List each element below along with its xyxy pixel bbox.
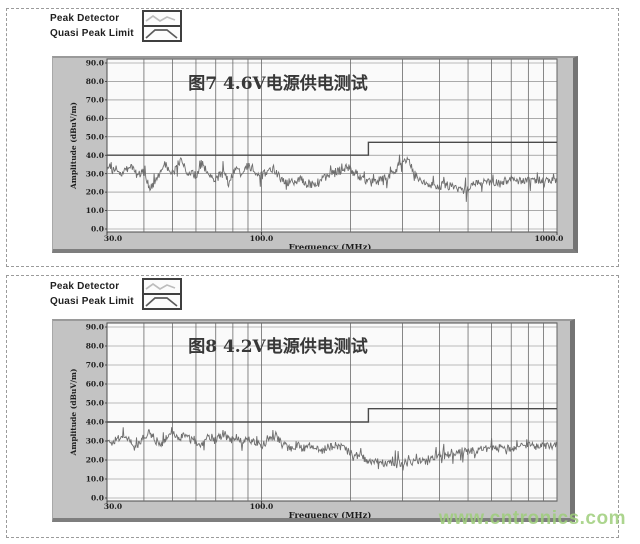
peak-detector-label-2: Peak Detector — [50, 281, 120, 292]
svg-text:图7 4.6V电源供电测试: 图7 4.6V电源供电测试 — [188, 73, 368, 94]
legend-row-quasi-peak-limit-2: Quasi Peak Limit — [50, 293, 182, 310]
legend-row-peak-detector: Peak Detector — [50, 10, 182, 27]
svg-text:30.0: 30.0 — [86, 169, 104, 178]
svg-text:80.0: 80.0 — [86, 77, 104, 86]
quasi-peak-limit-icon-2 — [142, 293, 182, 310]
peak-detector-label: Peak Detector — [50, 13, 120, 24]
svg-text:图8 4.2V电源供电测试: 图8 4.2V电源供电测试 — [188, 336, 368, 357]
svg-text:90.0: 90.0 — [86, 59, 104, 68]
svg-text:30.0: 30.0 — [86, 437, 104, 446]
svg-text:50.0: 50.0 — [86, 132, 104, 141]
watermark: www.cntronics.com — [438, 508, 626, 529]
svg-text:60.0: 60.0 — [86, 114, 104, 123]
emc-chart-figure7: 90.080.070.060.050.040.030.020.010.00.03… — [69, 58, 564, 249]
svg-text:0.0: 0.0 — [91, 225, 104, 234]
legend-row-peak-detector-2: Peak Detector — [50, 278, 182, 295]
svg-text:0.0: 0.0 — [91, 494, 104, 503]
svg-text:10.0: 10.0 — [86, 206, 104, 215]
svg-text:40.0: 40.0 — [86, 151, 104, 160]
section-figure8 — [6, 275, 619, 538]
svg-text:60.0: 60.0 — [86, 380, 104, 389]
svg-text:20.0: 20.0 — [86, 188, 104, 197]
svg-text:50.0: 50.0 — [86, 399, 104, 408]
quasi-peak-limit-label: Quasi Peak Limit — [50, 28, 134, 39]
svg-text:80.0: 80.0 — [86, 342, 104, 351]
svg-text:Amplitude (dBuV/m): Amplitude (dBuV/m) — [69, 369, 78, 457]
svg-text:40.0: 40.0 — [86, 418, 104, 427]
quasi-peak-limit-icon — [142, 25, 182, 42]
svg-text:90.0: 90.0 — [86, 323, 104, 332]
svg-text:100.0: 100.0 — [250, 502, 274, 511]
svg-text:1000.0: 1000.0 — [535, 234, 564, 243]
svg-text:30.0: 30.0 — [104, 234, 122, 243]
section-figure7 — [6, 8, 619, 267]
svg-text:Frequency (MHz): Frequency (MHz) — [289, 242, 372, 249]
svg-text:Frequency (MHz): Frequency (MHz) — [289, 510, 372, 518]
svg-text:30.0: 30.0 — [104, 502, 122, 511]
svg-text:100.0: 100.0 — [250, 234, 274, 243]
legend-row-quasi-peak-limit: Quasi Peak Limit — [50, 25, 182, 42]
chart-panel-figure8: 90.0 80.0 70.0 60.0 50.0 40.0 30.0 20.0 10.0 0.0 3… — [52, 319, 575, 522]
svg-text:10.0: 10.0 — [86, 475, 104, 484]
chart-panel-figure7: 90.0 80.0 70.0 60.0 50.0 40.0 30.0 20.0 10.0 0.0 3… — [52, 56, 578, 253]
quasi-peak-limit-label-2: Quasi Peak Limit — [50, 296, 134, 307]
svg-text:20.0: 20.0 — [86, 456, 104, 465]
emc-chart-figure8: 90.080.070.060.050.040.030.020.010.00.03… — [69, 322, 558, 518]
svg-text:70.0: 70.0 — [86, 95, 104, 104]
svg-text:70.0: 70.0 — [86, 361, 104, 370]
svg-text:Amplitude (dBuV/m): Amplitude (dBuV/m) — [69, 102, 78, 190]
